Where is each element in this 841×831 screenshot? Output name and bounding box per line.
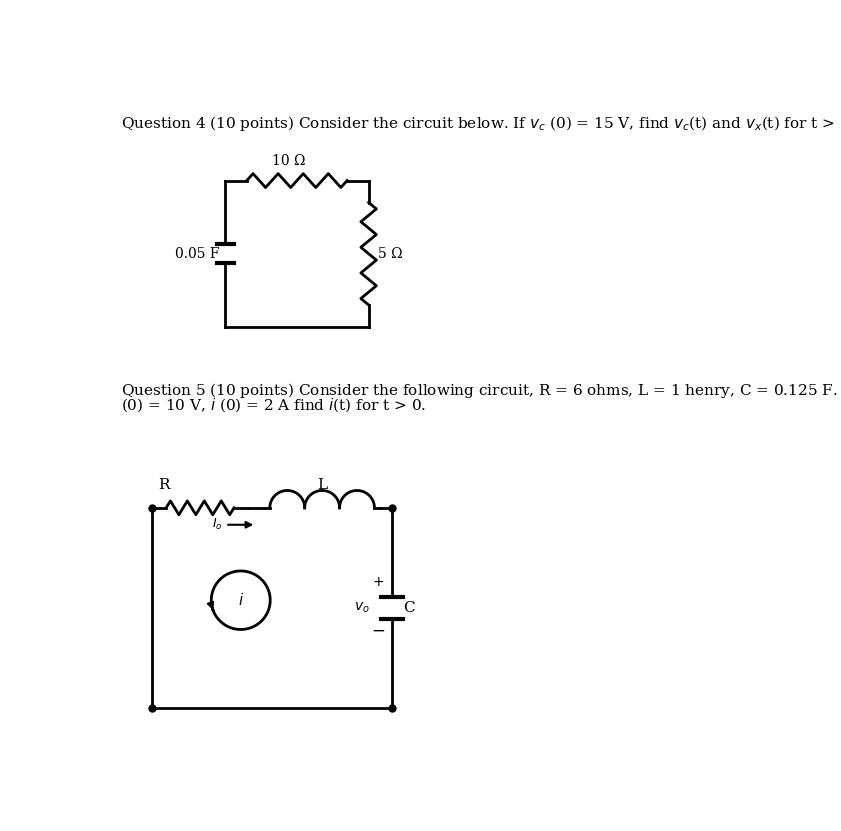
Text: $v_o$: $v_o$ [354,601,370,615]
Text: (0) = 10 V, $i$ (0) = 2 A find $i$(t) for t > 0.: (0) = 10 V, $i$ (0) = 2 A find $i$(t) fo… [120,396,426,414]
Text: L: L [317,479,327,493]
Text: $i$: $i$ [238,593,244,608]
Text: 0.05 F: 0.05 F [175,247,219,261]
Text: $I_o$: $I_o$ [211,517,222,533]
Text: C: C [404,601,415,615]
Text: Question 4 (10 points) Consider the circuit below. If $v_c$ (0) = 15 V, find $v_: Question 4 (10 points) Consider the circ… [120,114,841,133]
Text: +: + [372,575,383,589]
Text: −: − [371,622,385,640]
Text: R: R [158,479,169,493]
Text: Question 5 (10 points) Consider the following circuit, R = 6 ohms, L = 1 henry, : Question 5 (10 points) Consider the foll… [120,381,841,400]
Text: 10 Ω: 10 Ω [272,155,306,168]
Text: 5 Ω: 5 Ω [378,247,403,261]
